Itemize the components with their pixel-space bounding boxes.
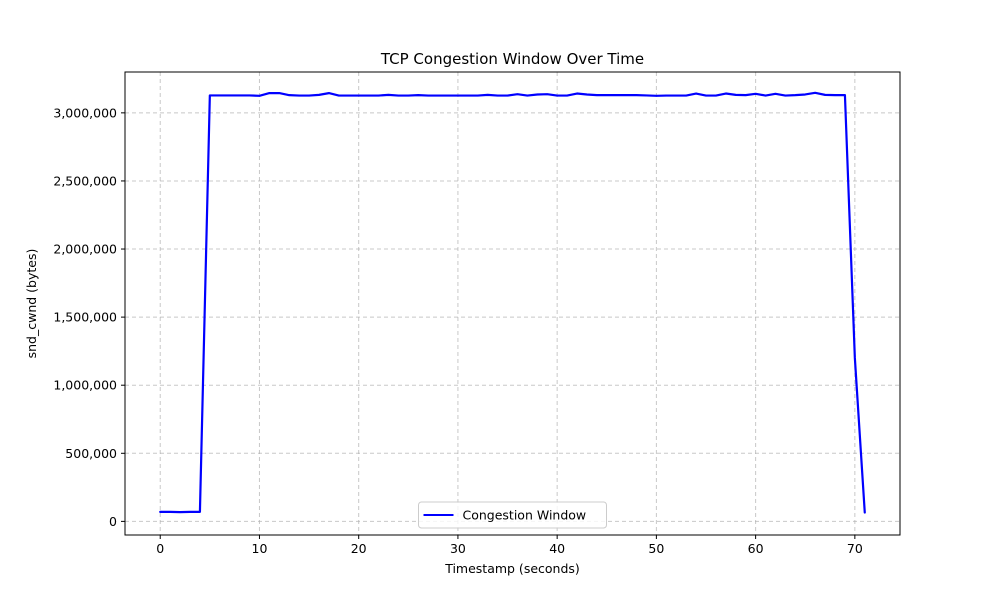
y-tick-label: 3,000,000 bbox=[53, 105, 117, 120]
x-tick-label: 70 bbox=[847, 541, 863, 556]
legend-box bbox=[418, 501, 607, 529]
x-tick-label: 20 bbox=[351, 541, 367, 556]
y-tick-label: 2,500,000 bbox=[53, 173, 117, 188]
chart-title: TCP Congestion Window Over Time bbox=[380, 50, 644, 68]
x-tick-label: 40 bbox=[549, 541, 565, 556]
x-tick-label: 10 bbox=[252, 541, 268, 556]
legend-label: Congestion Window bbox=[463, 508, 587, 523]
series-line-congestion-window bbox=[159, 91, 866, 514]
plot-frame bbox=[124, 71, 901, 536]
y-tick-label: 1,500,000 bbox=[53, 310, 117, 325]
grid bbox=[125, 72, 900, 535]
x-tick-label: 60 bbox=[748, 541, 764, 556]
y-axis-label: snd_cwnd (bytes) bbox=[24, 249, 39, 359]
x-tick-label: 0 bbox=[156, 541, 164, 556]
x-tick-label: 50 bbox=[648, 541, 664, 556]
y-tick-label: 1,000,000 bbox=[53, 378, 117, 393]
x-axis-label: Timestamp (seconds) bbox=[444, 561, 580, 576]
y-tick-label: 2,000,000 bbox=[53, 242, 117, 257]
y-tick-label: 500,000 bbox=[65, 446, 117, 461]
series-layer bbox=[159, 91, 866, 514]
ticks: 0 10 20 30 40 50 60 70 0 500,000 1,000,000 1,500,00… bbox=[53, 105, 862, 556]
legend: Congestion Window bbox=[418, 501, 607, 529]
y-tick-label: 0 bbox=[109, 514, 117, 529]
x-tick-label: 30 bbox=[450, 541, 466, 556]
